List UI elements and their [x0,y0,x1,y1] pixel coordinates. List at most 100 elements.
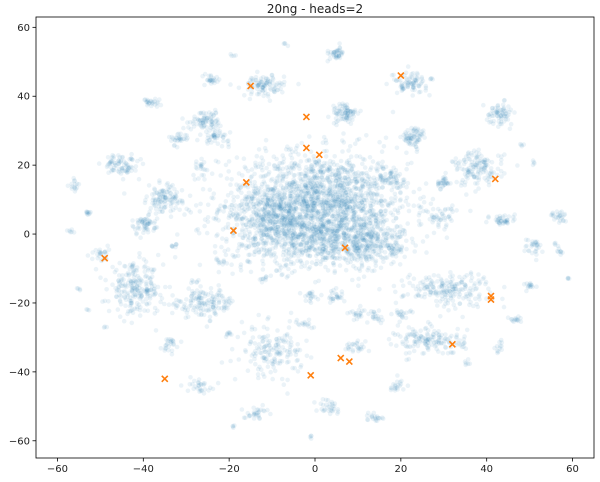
data-point [275,219,280,225]
data-point [239,241,244,247]
data-point [165,181,170,186]
data-point [210,117,215,122]
data-point [295,237,301,242]
data-point [354,222,360,228]
data-point [162,301,167,307]
data-point [271,189,276,194]
data-point [313,188,319,194]
data-point [468,270,474,275]
data-point [216,283,221,288]
data-point [417,222,422,228]
data-point [383,164,389,170]
data-point [202,116,207,121]
data-point [106,170,111,175]
data-point [215,207,220,213]
data-point [274,268,280,273]
data-point [398,234,404,239]
data-point [242,93,247,98]
data-point [309,200,314,205]
data-point [325,223,331,228]
data-point [319,241,324,247]
data-point [335,228,341,234]
data-point [181,304,187,310]
data-point [345,251,351,257]
data-point [298,364,303,370]
data-point [304,353,310,359]
data-point [318,168,323,173]
data-point [305,217,311,223]
data-point [324,148,329,154]
data-point [322,202,328,208]
data-point [299,208,305,213]
data-point [221,299,227,305]
data-point [323,154,329,159]
data-point [351,163,356,169]
data-point [211,196,216,201]
data-point [341,140,347,145]
data-point [273,82,279,88]
data-point [389,196,394,201]
data-point [302,203,307,208]
data-point [363,200,368,206]
data-point [360,161,365,167]
data-point [367,208,372,213]
data-point [346,227,352,232]
data-point [144,291,150,297]
data-point [386,180,391,186]
data-point [340,240,346,246]
data-point [330,226,335,232]
data-point [275,199,281,205]
data-point [457,292,463,297]
data-point [226,159,232,164]
data-point [221,209,226,214]
data-point [308,149,314,155]
data-point [105,155,111,160]
data-point [274,339,280,345]
data-point [321,210,327,216]
data-point [359,216,365,222]
data-point [375,220,381,225]
data-point [321,188,327,194]
data-point [243,222,249,228]
data-point [297,242,303,247]
data-point [391,259,396,265]
data-point [167,194,173,199]
data-point [304,158,310,164]
data-point [401,293,406,298]
data-point [488,166,494,171]
data-point [236,206,242,212]
data-point [333,244,338,250]
data-point [208,286,214,291]
data-point [272,211,277,216]
data-point [504,113,510,119]
data-point [216,159,221,165]
data-point [176,131,181,137]
data-point [296,242,301,247]
data-point [270,376,276,382]
data-point [197,209,203,214]
data-point [323,177,329,183]
data-point [328,194,334,199]
data-point [314,241,319,246]
data-point [321,221,326,227]
data-point [364,226,369,231]
data-point [459,279,465,285]
data-point [383,171,388,177]
data-point [264,337,269,342]
data-point [249,89,255,95]
data-point [305,178,311,183]
data-point [230,271,235,277]
data-point [241,330,247,336]
data-point [328,209,334,214]
data-point [306,175,311,181]
data-point [252,189,258,195]
data-point [278,195,283,200]
data-point [278,203,283,208]
data-point [255,366,261,372]
data-point [276,229,281,234]
data-point [349,178,354,184]
data-point [157,180,162,186]
data-point [279,212,284,218]
data-point [401,227,407,233]
data-point [342,232,347,238]
